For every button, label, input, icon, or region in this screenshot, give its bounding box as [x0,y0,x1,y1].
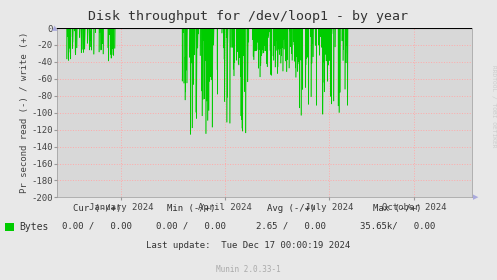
Text: RRDTOOL / TOBI OETIKER: RRDTOOL / TOBI OETIKER [491,65,496,148]
Text: 2.65 /   0.00: 2.65 / 0.00 [256,221,326,230]
Text: 0.00 /   0.00: 0.00 / 0.00 [157,221,226,230]
Text: Min (-/+): Min (-/+) [167,204,216,213]
Text: ▲: ▲ [52,25,57,31]
Text: Bytes: Bytes [19,222,48,232]
Text: 0.00 /   0.00: 0.00 / 0.00 [62,221,132,230]
Text: ▶: ▶ [473,194,478,200]
Text: Last update:  Tue Dec 17 00:00:19 2024: Last update: Tue Dec 17 00:00:19 2024 [147,241,350,250]
Text: Max (-/+): Max (-/+) [373,204,422,213]
Text: Disk throughput for /dev/loop1 - by year: Disk throughput for /dev/loop1 - by year [88,10,409,23]
Text: 35.65k/   0.00: 35.65k/ 0.00 [360,221,435,230]
Text: Avg (-/+): Avg (-/+) [266,204,315,213]
Text: Cur (-/+): Cur (-/+) [73,204,121,213]
Text: Munin 2.0.33-1: Munin 2.0.33-1 [216,265,281,274]
Y-axis label: Pr second read (-) / write (+): Pr second read (-) / write (+) [20,32,29,193]
